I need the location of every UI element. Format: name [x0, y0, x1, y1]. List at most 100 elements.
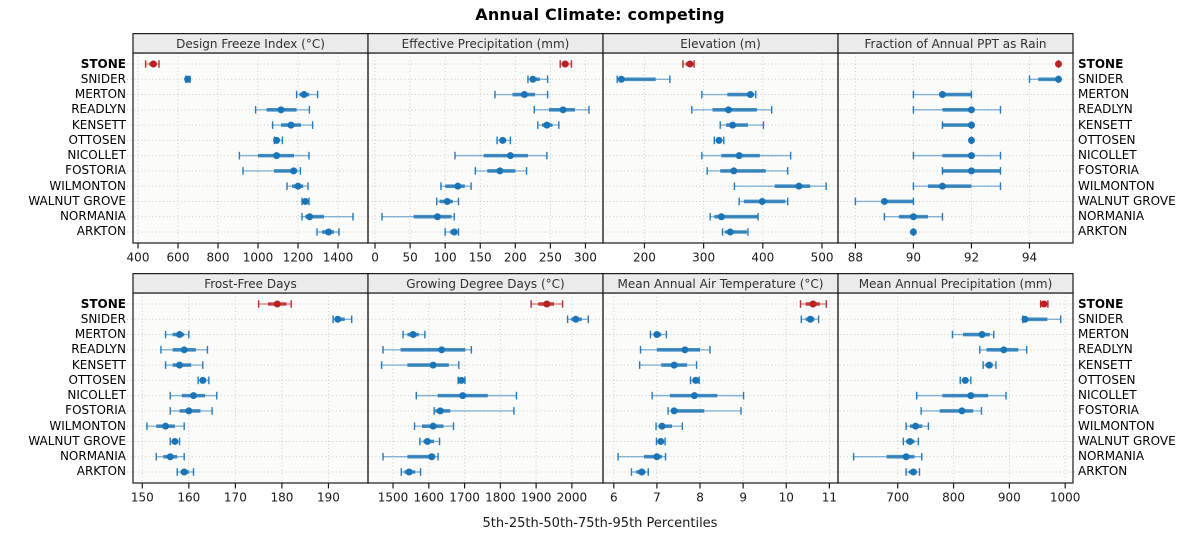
site-label-ottosen: OTTOSEN — [1078, 132, 1136, 147]
median-dot — [171, 437, 179, 445]
median-dot — [294, 182, 302, 190]
median-dot — [149, 60, 157, 68]
series-arkton — [444, 228, 460, 236]
series-merton — [402, 330, 426, 339]
median-dot — [520, 91, 528, 99]
series-nicollet — [169, 391, 218, 400]
series-snider — [616, 75, 671, 84]
median-dot — [572, 315, 580, 323]
median-dot — [273, 136, 281, 144]
median-dot — [429, 422, 437, 430]
site-label-stone: STONE — [1078, 56, 1124, 71]
median-dot — [450, 228, 458, 236]
strip-title: Mean Annual Air Temperature (°C) — [618, 277, 824, 291]
site-label-ottosen: OTTOSEN — [68, 372, 126, 387]
series-kensett — [941, 121, 975, 129]
median-dot — [670, 361, 678, 369]
series-normania — [381, 212, 455, 221]
series-ottosen — [273, 136, 284, 145]
series-ottosen — [713, 136, 725, 145]
median-dot — [405, 468, 413, 476]
median-dot — [912, 422, 920, 430]
axis-tick-label: 900 — [998, 491, 1021, 505]
series-wilmonton — [912, 182, 1002, 190]
median-dot — [436, 407, 444, 415]
axis-tick-label: 1500 — [378, 491, 409, 505]
series-merton — [295, 90, 319, 99]
series-walnut-grove — [169, 437, 181, 446]
site-label-nicollet: NICOLLET — [67, 388, 126, 403]
site-label-wilmonton: WILMONTON — [49, 178, 126, 193]
axis-tick-label: 1800 — [485, 491, 516, 505]
site-label-wilmonton: WILMONTON — [1078, 178, 1155, 193]
site-label-merton: MERTON — [1078, 327, 1130, 342]
axis-tick-label: 190 — [317, 491, 340, 505]
panel-effective-precipitation-mm — [381, 60, 590, 236]
median-dot — [657, 437, 665, 445]
site-label-stone: STONE — [1078, 296, 1124, 311]
series-normania — [709, 212, 759, 221]
median-dot — [729, 121, 737, 129]
axis-tick-label: 150 — [131, 491, 154, 505]
site-label-walnut-grove: WALNUT GROVE — [1078, 193, 1176, 208]
axis-tick-label: 11 — [822, 491, 837, 505]
series-ottosen — [959, 376, 972, 385]
series-stone — [799, 300, 828, 308]
series-readlyn — [639, 346, 711, 354]
series-ottosen — [967, 136, 975, 145]
axis-tick-label: 400 — [127, 251, 150, 265]
median-dot — [166, 453, 174, 461]
series-nicollet — [916, 391, 1007, 400]
median-dot — [909, 468, 917, 476]
series-normania — [382, 452, 439, 461]
site-label-snider: SNIDER — [1078, 71, 1124, 86]
series-kensett — [271, 121, 314, 129]
median-dot — [529, 75, 537, 83]
panel-mean-annual-precipitation-mm — [852, 300, 1062, 476]
axis-tick-label: 700 — [886, 491, 909, 505]
site-label-snider: SNIDER — [80, 311, 126, 326]
panel-design-freeze-index-c — [144, 60, 354, 236]
median-dot — [967, 121, 975, 129]
series-merton — [701, 90, 757, 99]
series-wilmonton — [733, 182, 827, 190]
axis-tick-label: 170 — [224, 491, 247, 505]
axis-tick-label: 400 — [751, 251, 774, 265]
median-dot — [334, 315, 342, 323]
series-kensett — [380, 361, 460, 369]
axis-tick-label: 100 — [434, 251, 457, 265]
series-snider — [800, 315, 820, 324]
axis-tick-label: 1000 — [1050, 491, 1081, 505]
series-walnut-grove — [738, 197, 789, 206]
series-wilmonton — [286, 182, 309, 190]
site-label-readlyn: READLYN — [1078, 102, 1133, 117]
median-dot — [433, 213, 441, 221]
series-kensett — [982, 361, 997, 369]
site-label-nicollet: NICOLLET — [1078, 148, 1137, 163]
axis-tick-label: 6 — [610, 491, 618, 505]
median-dot — [909, 228, 917, 236]
series-readlyn — [254, 106, 311, 114]
median-dot — [758, 197, 766, 205]
median-dot — [686, 60, 694, 68]
series-stone — [1054, 60, 1062, 68]
strip-title: Design Freeze Index (°C) — [176, 37, 325, 51]
series-nicollet — [415, 391, 518, 400]
series-nicollet — [454, 151, 548, 160]
median-dot — [185, 407, 193, 415]
median-dot — [961, 376, 969, 384]
strip-header — [837, 273, 1074, 294]
series-snider — [1028, 75, 1062, 84]
series-snider — [184, 75, 192, 84]
median-dot — [978, 331, 986, 339]
series-stone — [144, 60, 160, 68]
median-dot — [958, 407, 966, 415]
median-dot — [730, 167, 738, 175]
median-dot — [617, 75, 625, 83]
series-snider — [566, 315, 590, 324]
series-walnut-grove — [436, 197, 460, 206]
site-label-normania: NORMANIA — [1078, 209, 1145, 224]
series-walnut-grove — [301, 197, 310, 206]
series-nicollet — [238, 151, 310, 160]
median-dot — [724, 106, 732, 114]
